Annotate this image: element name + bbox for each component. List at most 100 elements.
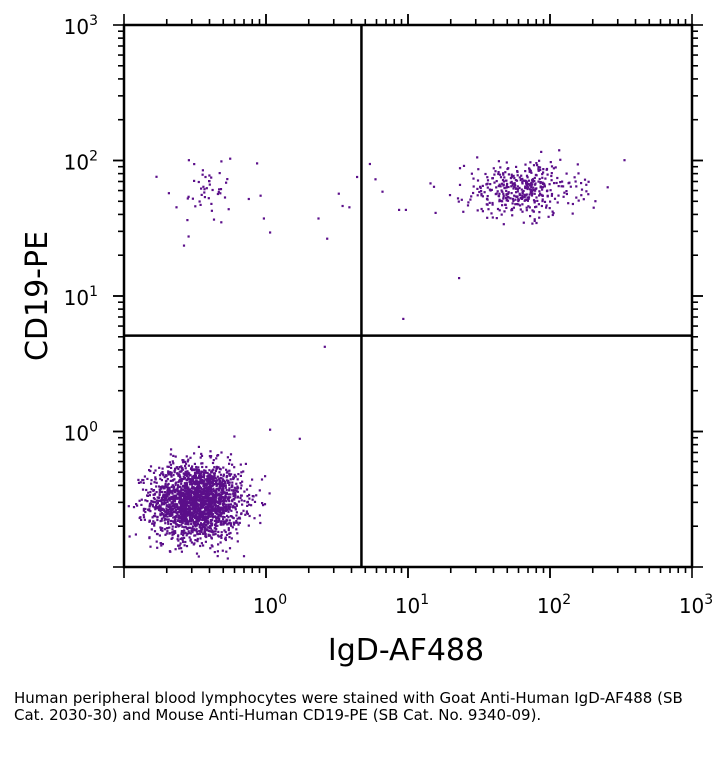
event-point [233, 486, 236, 489]
event-point [248, 514, 251, 518]
event-point [223, 506, 226, 509]
event-point [190, 527, 193, 530]
event-point [192, 522, 195, 525]
event-point [228, 469, 231, 472]
event-point [510, 185, 513, 188]
event-point [225, 503, 228, 506]
event-point [180, 531, 183, 534]
event-point [193, 462, 196, 465]
event-point [236, 495, 240, 498]
event-point [193, 471, 197, 474]
event-point [200, 494, 203, 497]
event-point [158, 485, 161, 488]
event-point [189, 480, 192, 483]
event-point [207, 512, 210, 515]
event-point [212, 509, 215, 512]
event-point [237, 473, 240, 476]
event-point [190, 495, 193, 498]
event-point [218, 517, 221, 520]
event-point [170, 501, 173, 504]
event-point [533, 176, 536, 179]
event-point [164, 482, 167, 486]
event-point [176, 511, 179, 514]
event-point [505, 196, 508, 200]
event-point [202, 480, 205, 483]
event-point [225, 476, 228, 479]
event-point [160, 479, 163, 482]
event-point [209, 487, 212, 490]
event-point [535, 174, 538, 177]
event-point [462, 164, 466, 167]
event-point [148, 508, 151, 511]
event-point [162, 474, 165, 477]
event-point [520, 178, 523, 181]
event-point [543, 185, 546, 188]
event-point [268, 492, 271, 495]
event-point [193, 509, 196, 512]
event-point [178, 544, 181, 547]
event-point [154, 478, 157, 481]
event-point [198, 529, 201, 533]
event-point [224, 538, 227, 542]
event-point [177, 484, 180, 487]
event-point [179, 485, 182, 488]
event-point [205, 471, 208, 474]
event-point [398, 208, 401, 211]
event-point [176, 503, 179, 506]
event-point [532, 188, 535, 192]
event-point [520, 188, 523, 191]
event-point [201, 490, 205, 493]
event-point [174, 506, 177, 509]
event-point [531, 183, 534, 186]
event-point [194, 539, 197, 542]
event-point [248, 497, 251, 500]
event-point [213, 498, 216, 501]
event-point [516, 170, 519, 173]
event-point [214, 525, 217, 528]
event-point [528, 170, 531, 173]
event-point [202, 498, 205, 502]
event-point [527, 179, 531, 182]
event-point [169, 505, 172, 508]
event-point [189, 483, 192, 486]
event-point [546, 194, 549, 197]
event-point [206, 504, 209, 507]
event-point [197, 482, 201, 485]
event-point [525, 183, 528, 186]
event-point [204, 175, 207, 179]
event-point [228, 481, 231, 484]
event-point [186, 474, 189, 477]
event-point [186, 460, 189, 463]
event-point [187, 530, 190, 533]
event-point [256, 162, 259, 165]
event-point [206, 479, 209, 482]
event-point [225, 491, 228, 494]
event-point [166, 493, 169, 496]
event-point [488, 201, 491, 204]
event-point [211, 188, 214, 192]
event-point [166, 478, 169, 481]
event-point [237, 523, 240, 526]
event-point [222, 505, 225, 508]
event-point [472, 191, 475, 195]
event-point [203, 490, 206, 493]
event-point [210, 508, 213, 511]
event-point [501, 178, 505, 182]
event-point [525, 174, 529, 177]
event-point [226, 514, 229, 517]
event-point [223, 516, 226, 519]
event-point [458, 183, 462, 186]
event-point [337, 192, 340, 195]
event-point [548, 207, 551, 210]
event-point [173, 485, 176, 488]
event-point [222, 490, 225, 493]
event-point [211, 488, 214, 491]
event-point [148, 537, 151, 540]
event-point [170, 502, 173, 505]
event-point [162, 487, 165, 490]
event-point [269, 428, 272, 431]
event-point [160, 519, 163, 522]
event-point [171, 525, 174, 528]
event-point [192, 500, 195, 503]
event-point [176, 538, 179, 541]
